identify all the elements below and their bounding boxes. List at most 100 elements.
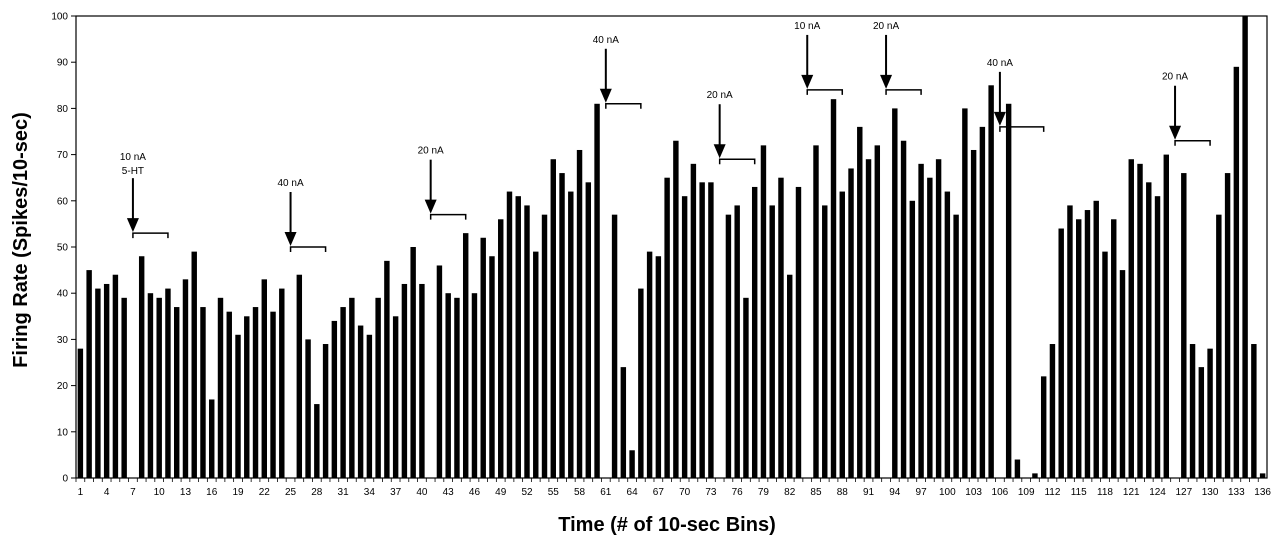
bar: [822, 205, 828, 479]
x-tick-label: 46: [469, 487, 481, 498]
bar: [340, 307, 346, 478]
y-tick-label: 50: [57, 243, 69, 254]
x-tick-label: 28: [311, 487, 323, 498]
bar: [594, 103, 600, 478]
stimulus-label: 20 nA: [418, 146, 444, 157]
x-tick-label: 61: [600, 487, 612, 498]
bar: [576, 149, 583, 479]
stimulus-label: 40 nA: [987, 58, 1013, 69]
bar: [1014, 459, 1021, 478]
bar: [1049, 344, 1056, 478]
bar: [769, 205, 775, 479]
stimulus-arrow-head: [993, 111, 1006, 126]
bar: [559, 173, 565, 478]
axes-layer: 0 10 20 30 40 50 60 70 80 90 100 1 4 7 10 13 16 19 22 25 28 3…: [51, 12, 1271, 499]
bar: [445, 293, 451, 478]
x-tick-label: 52: [521, 487, 533, 498]
bar: [384, 260, 390, 478]
bar: [191, 251, 197, 478]
y-tick-label: 20: [57, 381, 69, 392]
bar: [1067, 205, 1073, 479]
bar: [988, 85, 994, 479]
bar: [1251, 344, 1257, 478]
bar: [646, 251, 653, 478]
bar: [734, 205, 740, 479]
bar: [778, 177, 784, 478]
bar: [1216, 214, 1222, 478]
bar: [655, 256, 662, 478]
x-tick-label: 4: [104, 487, 110, 498]
bar: [77, 348, 84, 478]
x-tick-label: 133: [1228, 487, 1245, 498]
stimulus-arrow-head: [284, 232, 297, 246]
x-tick-label: 49: [495, 487, 507, 498]
bar: [927, 177, 933, 478]
bar: [1154, 196, 1161, 478]
bar: [673, 140, 679, 479]
bar: [568, 191, 574, 478]
bar: [462, 233, 469, 478]
bar: [1163, 154, 1170, 478]
x-tick-label: 118: [1097, 487, 1113, 498]
bar: [909, 200, 916, 479]
bar: [375, 297, 381, 478]
bar: [865, 159, 872, 478]
bar: [357, 325, 364, 478]
bar: [935, 159, 942, 478]
bar: [743, 297, 749, 478]
bar: [874, 145, 881, 479]
bar: [419, 283, 425, 478]
x-tick-label: 43: [443, 487, 455, 498]
bar: [480, 237, 486, 478]
bar: [121, 297, 127, 478]
bar: [279, 288, 285, 478]
x-tick-label: 121: [1123, 487, 1140, 498]
x-tick-label: 55: [548, 487, 560, 498]
x-tick-label: 70: [679, 487, 691, 498]
bars-layer: [77, 16, 1266, 479]
bar: [533, 251, 539, 478]
x-tick-label: 40: [416, 487, 428, 498]
stimulus-arrow-head: [424, 199, 437, 214]
bar: [436, 265, 443, 478]
bar: [1137, 163, 1143, 478]
bar: [1146, 182, 1152, 478]
bar: [918, 163, 924, 478]
bar: [839, 191, 845, 478]
stimulus-label: 10 nA: [120, 152, 146, 163]
stimulus-bracket: [605, 103, 642, 109]
x-tick-label: 31: [338, 487, 350, 498]
bar: [629, 450, 635, 478]
bar: [638, 288, 644, 478]
bar: [813, 145, 819, 479]
x-tick-label: 37: [390, 487, 402, 498]
stimulus-label: 10 nA: [794, 21, 820, 32]
x-tick-label: 13: [180, 487, 192, 498]
bar: [1093, 200, 1099, 479]
bar: [979, 126, 986, 478]
stimulus-arrow-head: [1169, 125, 1182, 140]
bar: [252, 307, 259, 478]
bar: [1207, 348, 1213, 478]
bar: [611, 214, 618, 478]
stimulus-bracket: [718, 158, 756, 165]
bar: [550, 159, 556, 478]
bar: [760, 145, 767, 479]
bar: [515, 196, 521, 478]
y-tick-label: 0: [62, 474, 68, 485]
bar: [848, 168, 854, 478]
x-tick-label: 67: [653, 487, 665, 498]
stimulus-bracket: [1174, 139, 1211, 146]
x-tick-label: 100: [939, 487, 956, 498]
bar: [86, 270, 92, 478]
stimulus-label: 40 nA: [593, 35, 619, 46]
annotations-layer: 10 nA 5-HT 40 nA 20 nA 40 nA 20 nA 10 nA 20 nA 4…: [120, 21, 1211, 252]
x-tick-label: 88: [837, 487, 849, 498]
bar: [708, 182, 714, 478]
bar: [349, 297, 355, 478]
stimulus-arrow-head: [801, 74, 814, 89]
y-tick-label: 60: [57, 196, 69, 207]
x-tick-label: 22: [259, 487, 271, 498]
